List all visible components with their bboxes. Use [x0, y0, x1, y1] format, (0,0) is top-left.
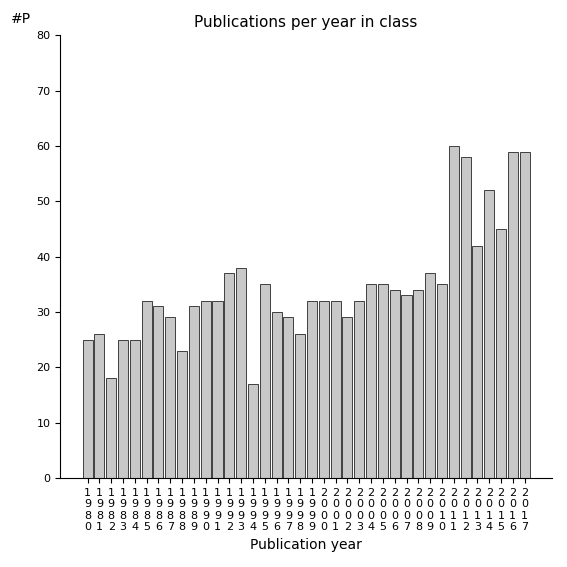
Y-axis label: #P: #P — [11, 12, 31, 27]
Bar — [236, 268, 246, 478]
Bar — [165, 318, 175, 478]
Bar — [83, 340, 92, 478]
Bar — [248, 384, 258, 478]
Bar — [366, 284, 376, 478]
Bar — [448, 146, 459, 478]
Bar — [331, 301, 341, 478]
Bar — [342, 318, 353, 478]
Bar — [484, 191, 494, 478]
Bar — [354, 301, 364, 478]
Bar — [390, 290, 400, 478]
Bar — [401, 295, 412, 478]
Bar — [496, 229, 506, 478]
Bar — [118, 340, 128, 478]
Bar — [177, 350, 187, 478]
Bar — [378, 284, 388, 478]
Bar — [319, 301, 329, 478]
Bar — [413, 290, 424, 478]
Bar — [201, 301, 211, 478]
Bar — [272, 312, 282, 478]
Bar — [142, 301, 151, 478]
Bar — [260, 284, 270, 478]
Bar — [437, 284, 447, 478]
Bar — [425, 273, 435, 478]
Title: Publications per year in class: Publications per year in class — [194, 15, 418, 30]
Bar — [519, 151, 530, 478]
X-axis label: Publication year: Publication year — [250, 538, 362, 552]
Bar — [225, 273, 234, 478]
Bar — [284, 318, 293, 478]
Bar — [154, 306, 163, 478]
Bar — [189, 306, 199, 478]
Bar — [307, 301, 317, 478]
Bar — [472, 246, 483, 478]
Bar — [508, 151, 518, 478]
Bar — [295, 334, 305, 478]
Bar — [106, 378, 116, 478]
Bar — [460, 157, 471, 478]
Bar — [213, 301, 222, 478]
Bar — [130, 340, 140, 478]
Bar — [94, 334, 104, 478]
